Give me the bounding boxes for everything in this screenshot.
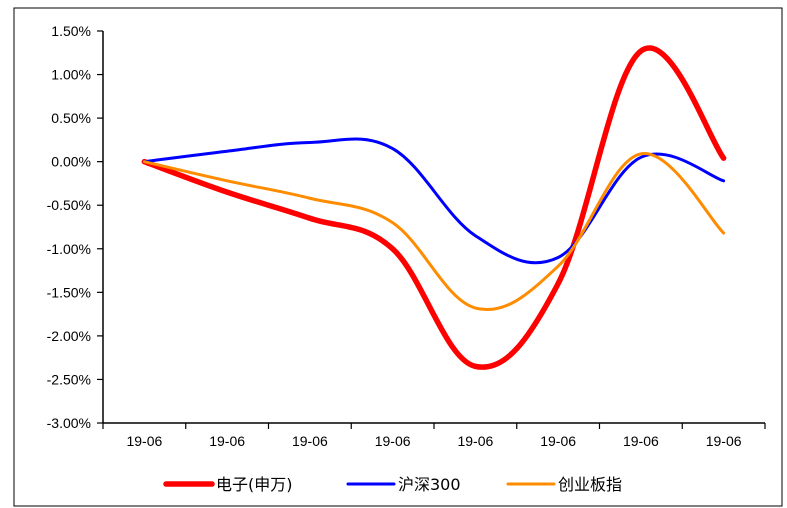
x-tick-label: 19-06 [126, 433, 162, 449]
x-tick-label: 19-06 [540, 433, 576, 449]
series-line-chinext [142, 152, 726, 311]
y-tick-label: -3.00% [47, 415, 91, 431]
y-tick-label: 0.50% [51, 110, 91, 126]
y-tick-label: 1.50% [51, 23, 91, 39]
y-tick-label: -1.00% [47, 241, 91, 257]
y-tick-label: -1.50% [47, 284, 91, 300]
x-tick-label: 19-06 [209, 433, 245, 449]
x-tick-label: 19-06 [292, 433, 328, 449]
series-lines [141, 45, 727, 370]
y-axis: 1.50% 1.00% 0.50% 0.00% -0.50% -1.00% -1.50% -2… [47, 23, 104, 431]
x-tick-label: 19-06 [623, 433, 659, 449]
x-tick-label: 19-06 [706, 433, 742, 449]
legend-label: 电子(申万) [216, 475, 293, 494]
x-tick-label: 19-06 [375, 433, 411, 449]
y-tick-label: -2.00% [47, 328, 91, 344]
x-axis: 19-06 19-06 19-06 19-06 19-06 19-06 19-06 19-06 [102, 422, 766, 449]
series-line-electronics [141, 45, 727, 370]
legend-label: 创业板指 [558, 475, 622, 494]
legend: 电子(申万) 沪深300 创业板指 [163, 475, 622, 494]
legend-label: 沪深300 [398, 475, 461, 494]
x-tick-label: 19-06 [457, 433, 493, 449]
y-tick-label: 0.00% [51, 154, 91, 170]
series-line-csi300 [142, 137, 726, 265]
y-tick-label: 1.00% [51, 67, 91, 83]
y-tick-label: -2.50% [47, 371, 91, 387]
y-tick-label: -0.50% [47, 197, 91, 213]
